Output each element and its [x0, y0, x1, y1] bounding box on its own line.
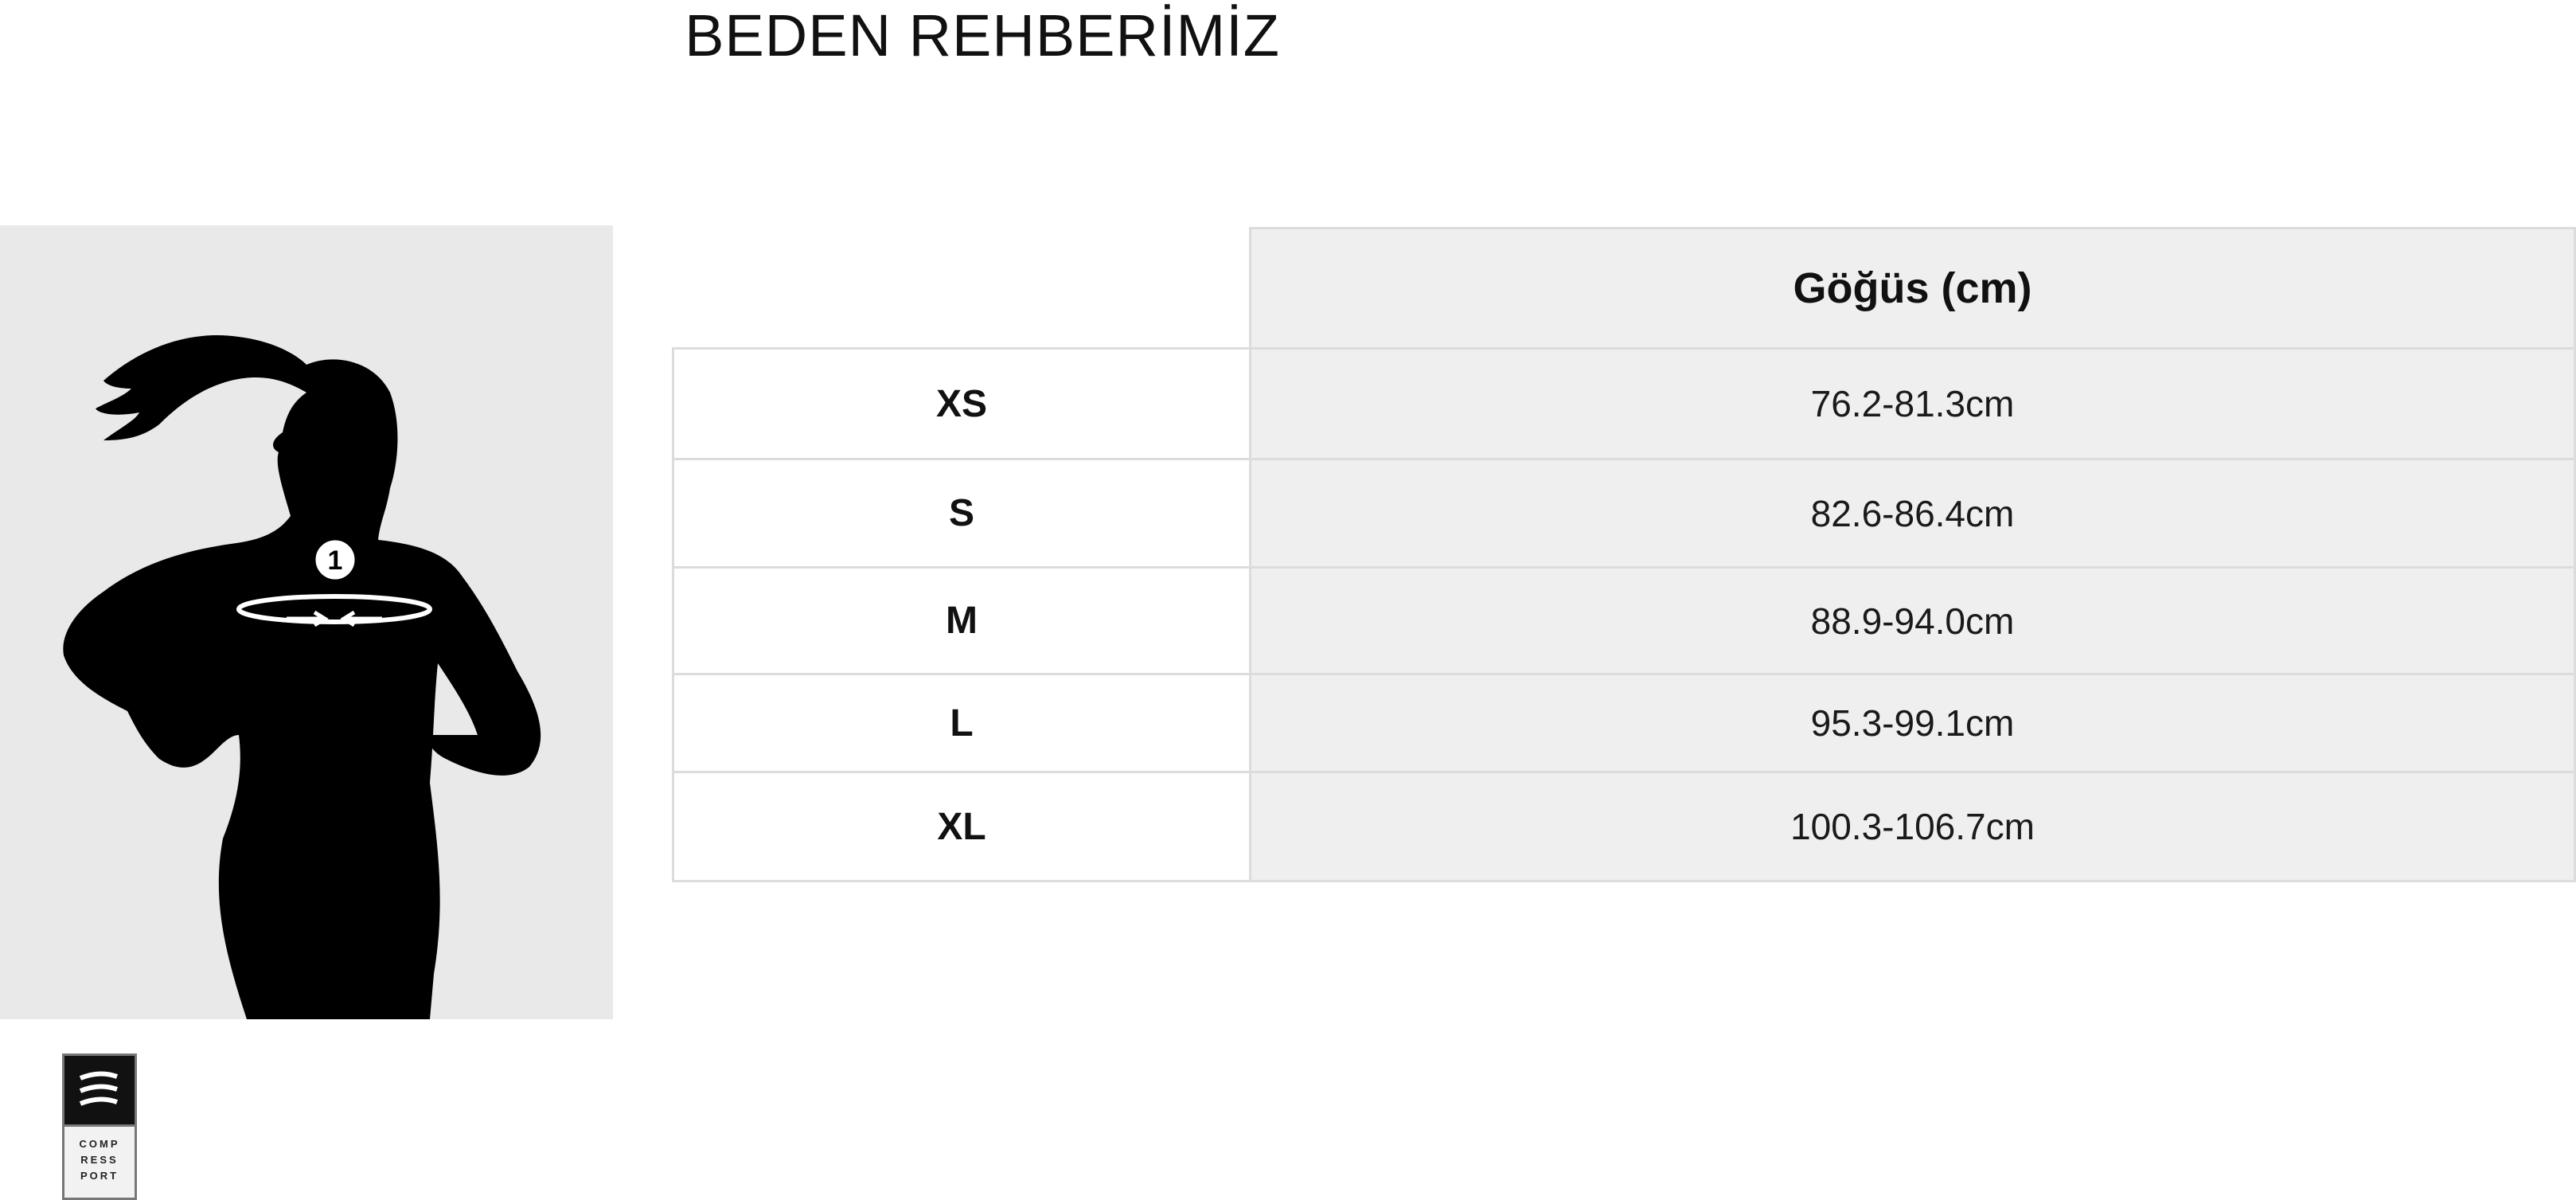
- size-cell: XL: [672, 771, 1251, 882]
- column-header-chest: Göğüs (cm): [1249, 227, 2576, 350]
- logo-text-line: RESS: [80, 1154, 119, 1166]
- size-cell: M: [672, 566, 1251, 675]
- header-empty-cell: [673, 228, 1251, 350]
- table-row: XL 100.3-106.7cm: [672, 771, 2576, 882]
- size-table: Göğüs (cm) XS 76.2-81.3cm S 82.6-86.4cm …: [672, 227, 2576, 882]
- logo-spring-icon: [64, 1056, 135, 1127]
- compressport-logo: COMP RESS PORT: [62, 1053, 137, 1200]
- table-header-row: Göğüs (cm): [673, 227, 2576, 350]
- logo-text-line: COMP: [79, 1138, 120, 1150]
- table-row: S 82.6-86.4cm: [672, 458, 2576, 569]
- chest-cell: 95.3-99.1cm: [1249, 673, 2576, 773]
- page-title: BEDEN REHBERİMİZ: [685, 2, 1280, 68]
- chest-cell: 100.3-106.7cm: [1249, 771, 2576, 882]
- measure-marker: 1: [328, 545, 343, 576]
- chest-cell: 88.9-94.0cm: [1249, 566, 2576, 675]
- chest-cell: 76.2-81.3cm: [1249, 347, 2576, 460]
- size-cell: L: [672, 673, 1251, 773]
- logo-text-line: PORT: [80, 1170, 119, 1182]
- runner-silhouette-icon: 1: [63, 335, 541, 1019]
- measurement-figure: 1 COMP RESS PORT: [0, 225, 613, 1200]
- size-cell: S: [672, 458, 1251, 569]
- chest-cell: 82.6-86.4cm: [1249, 458, 2576, 569]
- table-row: XS 76.2-81.3cm: [672, 347, 2576, 460]
- table-row: L 95.3-99.1cm: [672, 673, 2576, 773]
- size-cell: XS: [672, 347, 1251, 460]
- table-row: M 88.9-94.0cm: [672, 566, 2576, 675]
